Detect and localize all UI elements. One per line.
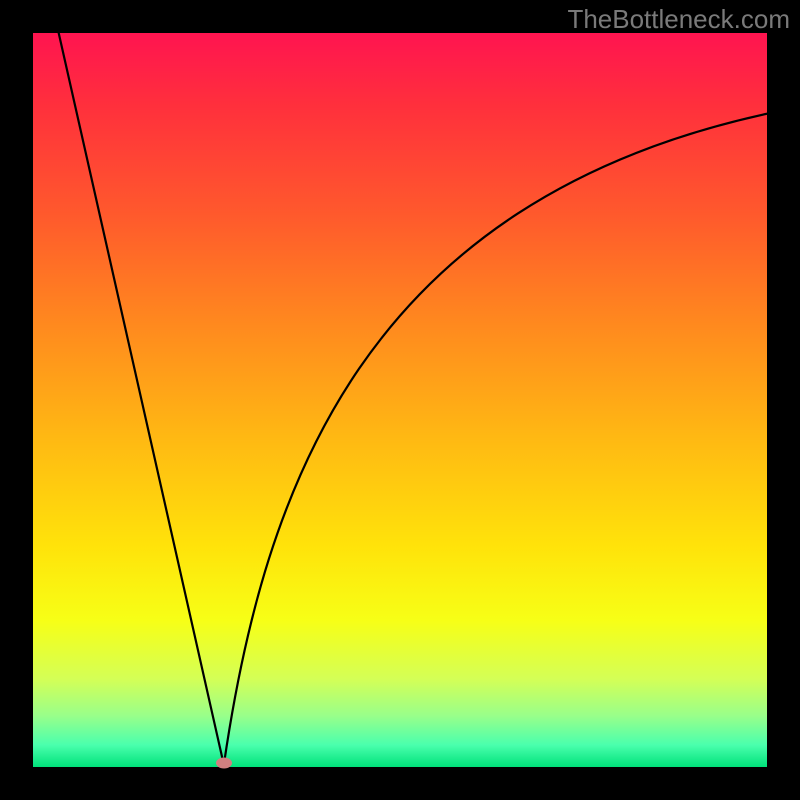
gradient-background (33, 33, 767, 767)
watermark-text: TheBottleneck.com (567, 4, 790, 35)
plot-svg (33, 33, 767, 767)
valley-marker (216, 757, 232, 768)
